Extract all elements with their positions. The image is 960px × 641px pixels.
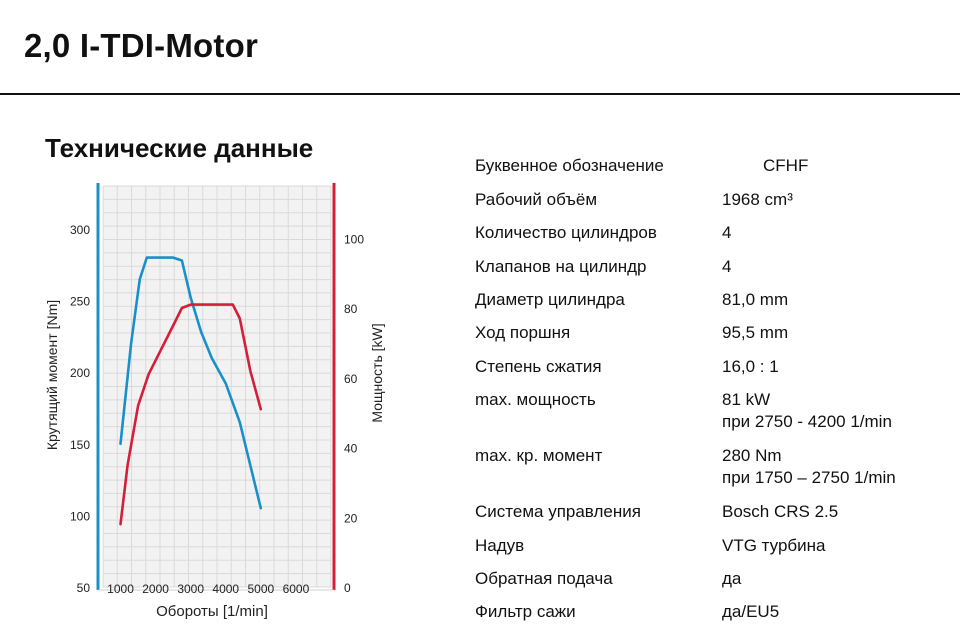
y-left-tick-label: 50 <box>77 581 91 595</box>
spec-value: 1968 cm³ <box>722 189 793 211</box>
title-divider <box>0 93 960 95</box>
spec-value: CFHF <box>763 155 808 177</box>
spec-label: max. мощность <box>475 390 596 409</box>
spec-label: Буквенное обозначение <box>475 156 664 175</box>
spec-label: Степень сжатия <box>475 357 602 376</box>
y-right-tick-label: 100 <box>344 232 364 246</box>
spec-label: Рабочий объём <box>475 190 598 209</box>
spec-label: Диаметр цилиндра <box>475 290 625 309</box>
spec-value-main: 280 Nm <box>722 446 782 465</box>
x-tick-label: 5000 <box>247 582 274 596</box>
spec-value-main: CFHF <box>763 156 809 175</box>
spec-value: 16,0 : 1 <box>722 356 779 378</box>
spec-label: max. кр. момент <box>475 446 603 465</box>
spec-label: Обратная подача <box>475 569 613 588</box>
y-left-tick-label: 150 <box>70 438 90 452</box>
spec-value-main: 16,0 : 1 <box>722 357 779 376</box>
y-right-tick-label: 0 <box>344 581 351 595</box>
spec-value-condition: при 2750 - 4200 1/min <box>722 412 892 431</box>
spec-value: 81 kW при 2750 - 4200 1/min <box>722 389 892 433</box>
spec-value-main: 95,5 mm <box>722 323 789 342</box>
spec-label: Ход поршня <box>475 323 571 342</box>
x-tick-label: 4000 <box>212 582 239 596</box>
x-axis-label: Обороты [1/min] <box>156 603 268 620</box>
y-left-axis-label: Крутящий момент [Nm] <box>44 300 60 450</box>
spec-value: 4 <box>722 222 731 244</box>
x-tick-label: 6000 <box>283 582 310 596</box>
spec-value: 81,0 mm <box>722 289 788 311</box>
spec-value-main: 81,0 mm <box>722 290 789 309</box>
spec-value-main: 4 <box>722 223 732 242</box>
spec-label: Количество цилиндров <box>475 223 657 242</box>
spec-value-main: 4 <box>722 257 732 276</box>
y-right-tick-label: 80 <box>344 302 358 316</box>
spec-value-main: да <box>722 569 742 588</box>
y-right-axis-label: Мощность [kW] <box>369 323 385 422</box>
spec-value: 95,5 mm <box>722 322 788 344</box>
spec-label: Клапанов на цилиндр <box>475 257 647 276</box>
y-left-tick-label: 250 <box>70 295 90 309</box>
spec-value-main: Bosch CRS 2.5 <box>722 502 839 521</box>
y-left-tick-label: 300 <box>70 223 90 237</box>
spec-value-main: да/EU5 <box>722 602 780 621</box>
spec-value-main: 81 kW <box>722 390 771 409</box>
y-left-tick-label: 200 <box>70 366 90 380</box>
spec-value: 280 Nm при 1750 – 2750 1/min <box>722 445 896 489</box>
spec-value-condition: при 1750 – 2750 1/min <box>722 468 896 487</box>
y-right-tick-label: 60 <box>344 372 358 386</box>
torque-curve-line <box>119 256 263 510</box>
spec-value: Bosch CRS 2.5 <box>722 501 838 523</box>
x-tick-label: 2000 <box>142 582 169 596</box>
spec-value: да/EU5 <box>722 601 779 623</box>
spec-value-main: VTG турбина <box>722 536 826 555</box>
section-title: Технические данные <box>45 133 314 163</box>
y-right-tick-label: 20 <box>344 511 358 525</box>
spec-value: VTG турбина <box>722 535 826 557</box>
spec-value: да <box>722 568 741 590</box>
page-title: 2,0 I-TDI-Motor <box>24 27 258 64</box>
x-tick-label: 1000 <box>107 582 134 596</box>
spec-value: 4 <box>722 256 731 278</box>
spec-label: Надув <box>475 536 525 555</box>
spec-value-main: 1968 cm³ <box>722 190 793 209</box>
x-tick-label: 3000 <box>177 582 204 596</box>
y-right-tick-label: 40 <box>344 442 358 456</box>
power-curve-line <box>119 303 263 526</box>
spec-label: Система управления <box>475 502 641 521</box>
spec-label: Фильтр сажи <box>475 602 576 621</box>
y-left-tick-label: 100 <box>70 509 90 523</box>
